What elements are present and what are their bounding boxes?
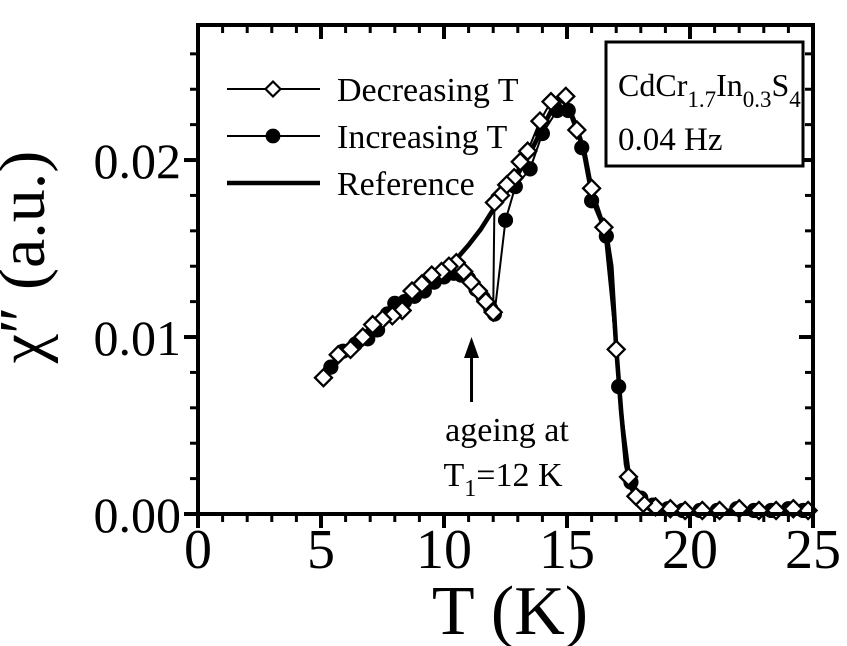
- axes: 0 5 10 15 20 25 0.00 0.01 0.02 T (K) χ″ (a.u.): [0, 23, 841, 646]
- x-axis-tick-label: 20: [662, 519, 718, 581]
- ageing-annotation-line1: ageing at: [445, 412, 569, 449]
- legend-label: Reference: [337, 166, 475, 203]
- sample-info-box: CdCr1.7In0.3S4 0.04 Hz: [604, 40, 805, 168]
- diamond-marker: [606, 339, 627, 360]
- ageing-segment: =12 K: [476, 457, 563, 494]
- ageing-segment: T: [443, 457, 464, 494]
- series-decreasing-t: [313, 86, 819, 521]
- y-axis-tick-label: 0.01: [94, 310, 182, 366]
- legend-label: Decreasing T: [337, 72, 519, 109]
- formula-segment: S: [772, 67, 790, 103]
- formula-segment: In: [716, 67, 743, 103]
- diamond-marker: [411, 273, 432, 295]
- diamond-marker: [313, 367, 334, 388]
- formula-segment: CdCr: [618, 67, 688, 103]
- legend-item-decreasing-t: Decreasing T: [227, 72, 519, 109]
- diamond-marker: [421, 264, 442, 286]
- legend-label: Increasing T: [337, 119, 507, 156]
- y-axis-tick-label: 0.02: [94, 133, 182, 189]
- ageing-annotation: ageing at T1=12 K: [443, 337, 569, 502]
- legend: Decreasing T Increasing T Reference: [227, 72, 519, 203]
- diamond-marker: [352, 326, 373, 348]
- legend-circle-marker: [265, 128, 281, 144]
- x-axis-title: T (K): [432, 573, 588, 646]
- x-axis-tick-label: 10: [416, 519, 472, 581]
- diamond-marker: [382, 305, 403, 326]
- circle-marker: [497, 212, 514, 228]
- circle-marker: [584, 193, 600, 209]
- diamond-marker: [581, 178, 602, 199]
- diamond-marker: [660, 498, 681, 519]
- diamond-marker: [540, 91, 562, 112]
- diamond-marker: [529, 110, 551, 132]
- formula-subscript: 4: [789, 87, 801, 112]
- x-axis-tick-label: 0: [184, 519, 212, 581]
- diamond-marker: [618, 466, 639, 487]
- ageing-subscript: 1: [464, 476, 476, 502]
- diamond-marker: [593, 217, 615, 238]
- sample-formula-text: CdCr1.7In0.3S4: [618, 67, 801, 112]
- ageing-annotation-line2: T1=12 K: [443, 457, 562, 502]
- sample-frequency-text: 0.04 Hz: [618, 122, 722, 158]
- diamond-marker: [328, 344, 349, 365]
- circle-marker: [611, 378, 627, 395]
- x-axis-tick-label: 5: [307, 519, 335, 581]
- diamond-marker: [484, 192, 505, 213]
- legend-item-increasing-t: Increasing T: [227, 119, 507, 156]
- formula-subscript: 0.3: [743, 87, 772, 112]
- diamond-marker: [555, 86, 576, 107]
- y-axis-title: χ″ (a.u.): [0, 151, 59, 365]
- sample-info-box-border: [604, 40, 805, 168]
- diamond-marker: [401, 280, 423, 302]
- x-axis-tick-label: 15: [539, 519, 595, 581]
- y-axis-tick-label: 0.00: [94, 487, 182, 543]
- formula-subscript: 1.7: [687, 87, 716, 112]
- diamond-marker: [783, 498, 804, 519]
- diamond-marker: [510, 151, 531, 172]
- diamond-marker: [566, 119, 587, 141]
- plot-frame: [196, 23, 815, 516]
- diamond-marker: [625, 486, 647, 507]
- legend-diamond-marker: [263, 79, 283, 99]
- ageing-arrow-head: [464, 337, 480, 358]
- diamond-marker: [362, 314, 383, 335]
- legend-item-reference: Reference: [227, 166, 475, 203]
- x-axis-tick-label: 25: [785, 519, 841, 581]
